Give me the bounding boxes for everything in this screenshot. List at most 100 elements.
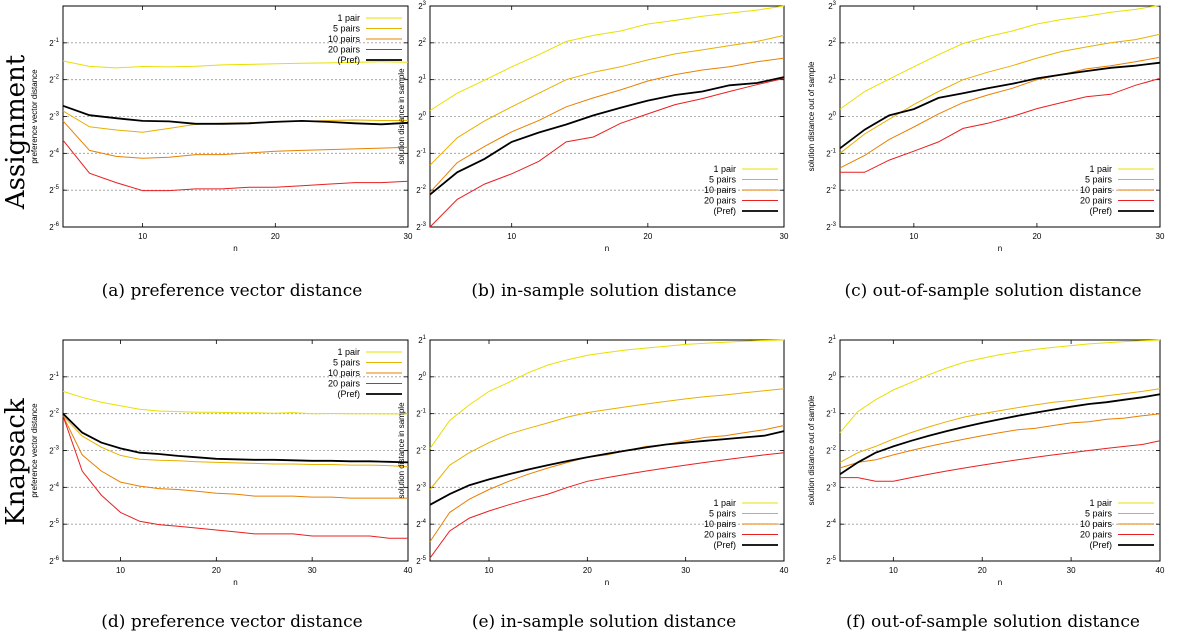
y-tick-label: 2-4 — [416, 519, 426, 529]
y-tick-label: 2-6 — [49, 556, 59, 566]
y-tick-label: 2-3 — [826, 222, 836, 232]
x-tick-label: 30 — [1067, 566, 1076, 575]
y-tick-label: 2-3 — [826, 482, 836, 492]
series-line-20-pairs — [62, 139, 409, 192]
x-tick-label: 10 — [138, 232, 147, 241]
x-tick-label: 30 — [780, 232, 789, 241]
series-line-20-pairs — [429, 452, 785, 559]
y-tick-label: 2-1 — [416, 148, 426, 158]
series-line-pref — [839, 61, 1161, 150]
series-line-20-pairs — [840, 440, 1161, 482]
legend-label: (Pref) — [1090, 206, 1113, 216]
x-tick-label: 40 — [780, 566, 789, 575]
x-axis-title: n — [605, 244, 609, 253]
legend-label: 5 pairs — [1085, 175, 1113, 185]
y-axis-title: solution distance out of sample — [807, 61, 816, 171]
y-tick-label: 21 — [418, 75, 426, 85]
series-line-pref — [62, 413, 409, 464]
legend-label: 20 pairs — [704, 196, 737, 206]
legend-label: (Pref) — [714, 206, 737, 216]
y-tick-label: 2-5 — [416, 556, 426, 566]
y-tick-label: 23 — [828, 1, 836, 11]
series-line-1-pair — [62, 390, 408, 415]
series-line-5-pairs — [62, 110, 408, 133]
series-line-1-pair — [429, 5, 785, 111]
x-tick-label: 20 — [1032, 232, 1041, 241]
y-axis-title: preference vector distance — [30, 69, 39, 164]
legend-label: 20 pairs — [1080, 530, 1113, 540]
x-tick-label: 20 — [978, 566, 987, 575]
series-line-pref — [839, 393, 1161, 475]
panel-b: 23 22 21 20 2-1 2-2 2-3 10 20 30 n solution distanc… — [397, 1, 789, 301]
y-axis-title: solution distance in sample — [397, 68, 406, 165]
legend-label: 5 pairs — [709, 175, 737, 185]
row-label-knapsack: Knapsack — [1, 398, 31, 526]
y-tick-label: 20 — [418, 372, 426, 382]
y-tick-label: 2-3 — [416, 482, 426, 492]
x-tick-label: 10 — [485, 566, 494, 575]
x-axis-title: n — [233, 244, 237, 253]
legend-label: (Pref) — [714, 540, 737, 550]
x-tick-label: 40 — [1156, 566, 1165, 575]
y-axis-title: solution distance out of sample — [807, 395, 816, 505]
x-axis-title: n — [998, 578, 1002, 587]
x-tick-label: 30 — [1156, 232, 1165, 241]
series-line-pref — [429, 76, 785, 196]
y-tick-label: 2-3 — [49, 446, 59, 456]
series-line-1-pair — [839, 4, 1161, 110]
series-line-pref — [429, 430, 785, 506]
series-line-20-pairs — [62, 415, 408, 539]
y-tick-label: 2-1 — [826, 148, 836, 158]
series-line-10-pairs — [62, 415, 408, 499]
legend-label: 10 pairs — [1080, 519, 1113, 529]
y-tick-label: 20 — [418, 112, 426, 122]
x-tick-label: 20 — [583, 566, 592, 575]
panel-f: 21 20 2-1 2-2 2-3 2-4 2-5 10 20 30 40 n solution dis… — [807, 335, 1165, 632]
series-line-10-pairs — [839, 413, 1161, 469]
legend-label: (Pref) — [1090, 540, 1113, 550]
y-tick-label: 2-3 — [49, 112, 59, 122]
y-tick-label: 2-4 — [826, 519, 836, 529]
panel-caption: (c) out-of-sample solution distance — [844, 281, 1141, 301]
series-line-pref — [62, 104, 409, 126]
y-tick-label: 22 — [828, 38, 836, 48]
legend-label: 5 pairs — [1085, 509, 1113, 519]
series-line-5-pairs — [839, 33, 1161, 154]
legend-label: 10 pairs — [704, 519, 737, 529]
series-line-1-pair — [839, 339, 1161, 433]
legend-label: 10 pairs — [1080, 185, 1113, 195]
y-tick-label: 22 — [418, 38, 426, 48]
series-line-5-pairs — [429, 34, 785, 166]
legend-label: (Pref) — [338, 55, 361, 65]
y-tick-label: 2-2 — [826, 185, 836, 195]
y-tick-label: 2-3 — [416, 222, 426, 232]
y-tick-label: 2-2 — [416, 185, 426, 195]
series-line-10-pairs — [839, 56, 1161, 169]
legend-label: 20 pairs — [1080, 196, 1113, 206]
x-tick-label: 30 — [308, 566, 317, 575]
x-tick-label: 10 — [909, 232, 918, 241]
series-line-5-pairs — [839, 388, 1161, 463]
panel-d: 2-1 2-2 2-3 2-4 2-5 2-6 10 20 30 40 n preference ve… — [30, 339, 413, 632]
panel-caption: (e) in-sample solution distance — [472, 612, 736, 632]
legend-label: 1 pair — [713, 498, 736, 508]
legend-label: 10 pairs — [704, 185, 737, 195]
series-line-10-pairs — [429, 57, 785, 193]
y-tick-label: 21 — [418, 335, 426, 345]
y-tick-label: 21 — [828, 75, 836, 85]
panel-caption: (b) in-sample solution distance — [471, 281, 736, 301]
x-axis-title: n — [233, 578, 237, 587]
x-tick-label: 40 — [404, 566, 413, 575]
x-axis-title: n — [998, 244, 1002, 253]
y-tick-label: 2-1 — [826, 409, 836, 419]
y-tick-label: 2-5 — [826, 556, 836, 566]
y-tick-label: 2-1 — [49, 38, 59, 48]
series-line-1-pair — [62, 60, 409, 69]
legend-label: 20 pairs — [328, 379, 361, 389]
y-tick-label: 20 — [828, 112, 836, 122]
x-tick-label: 20 — [212, 566, 221, 575]
legend-label: 5 pairs — [333, 24, 361, 34]
x-tick-label: 10 — [116, 566, 125, 575]
x-tick-label: 20 — [643, 232, 652, 241]
